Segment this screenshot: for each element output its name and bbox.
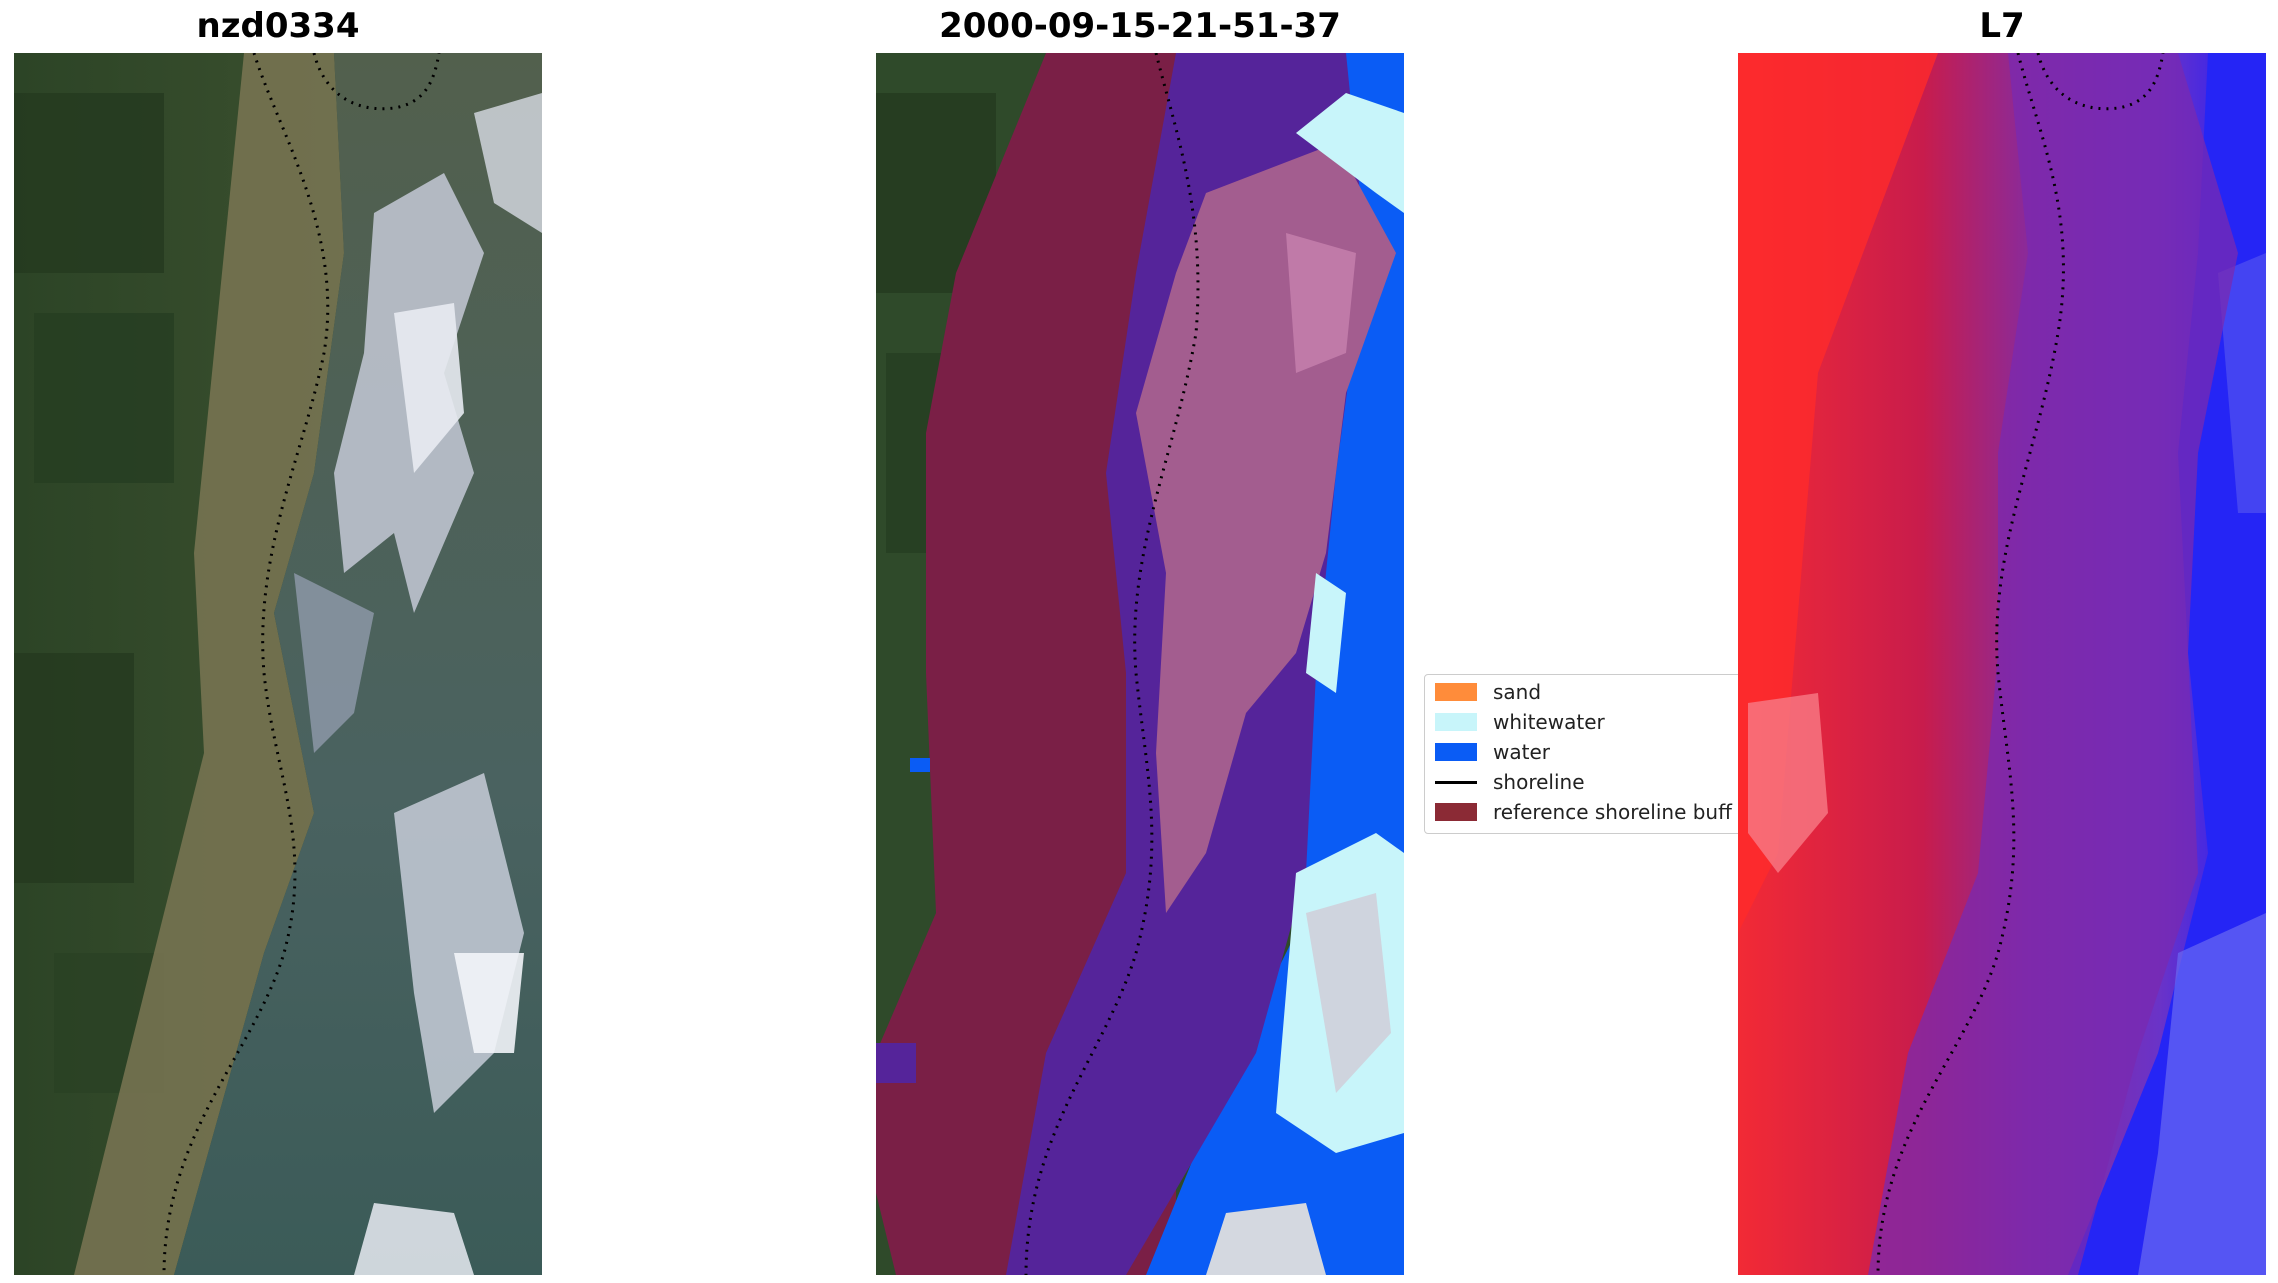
panel-title-rgb: nzd0334 [196,6,360,46]
legend-item-shoreline: shoreline [1435,769,1585,795]
legend-label-sand: sand [1493,680,1542,704]
shoreline-line-swatch [1435,780,1477,784]
rgb-satellite-image [14,53,542,1275]
legend: sand whitewater water shoreline referenc… [1424,674,1754,834]
legend-label-shoreline: shoreline [1493,770,1585,794]
legend-item-water: water [1435,739,1550,765]
legend-item-sand: sand [1435,679,1541,705]
legend-label-whitewater: whitewater [1493,710,1605,734]
legend-label-reference-buffer: reference shoreline buff [1493,800,1732,824]
whitewater-swatch [1435,713,1477,731]
index-image-panel [1738,53,2266,1275]
index-image [1738,53,2266,1275]
rgb-image-panel [14,53,542,1275]
legend-item-reference-buffer: reference shoreline buff [1435,799,1732,825]
reference-buffer-swatch [1435,803,1477,821]
panel-title-index: L7 [1979,6,2025,46]
panel-title-classified: 2000-09-15-21-51-37 [939,6,1341,46]
legend-item-whitewater: whitewater [1435,709,1605,735]
sand-swatch [1435,683,1477,701]
water-swatch [1435,743,1477,761]
classified-image-panel [876,53,1404,1275]
classified-image [876,53,1404,1275]
legend-label-water: water [1493,740,1550,764]
